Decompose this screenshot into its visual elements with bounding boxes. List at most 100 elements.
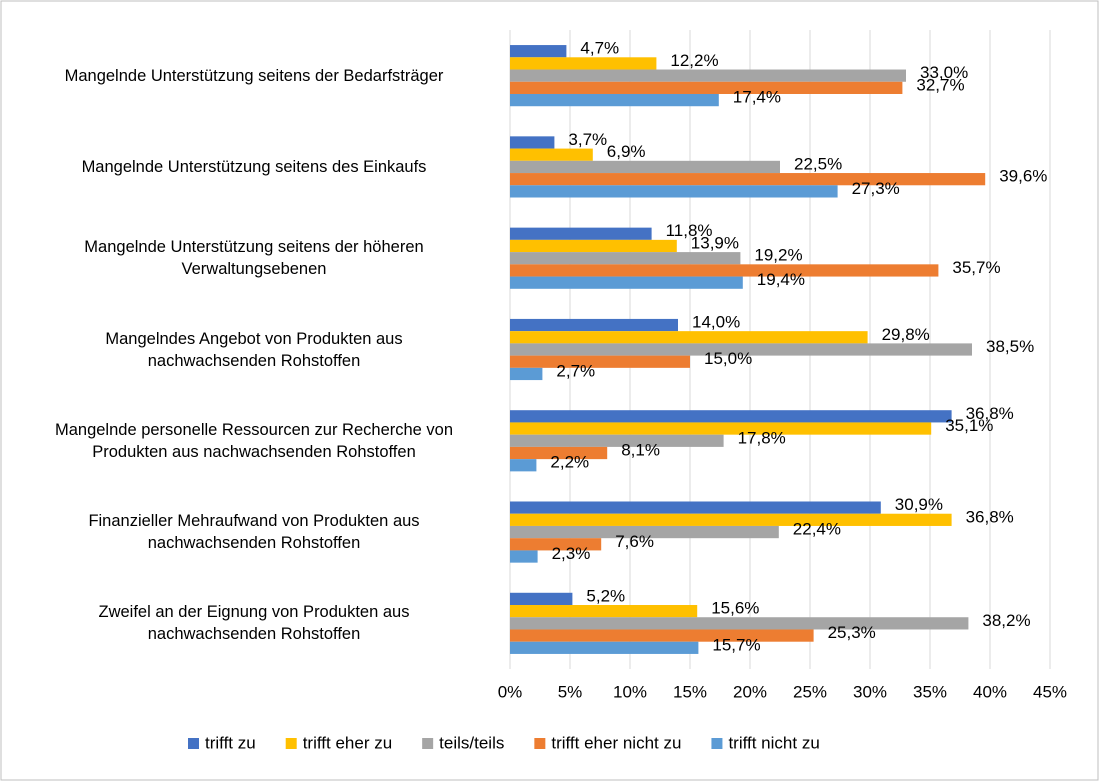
data-label: 39,6%	[999, 167, 1047, 186]
data-label: 17,4%	[733, 88, 781, 107]
data-label: 15,7%	[712, 635, 760, 654]
data-label: 3,7%	[568, 130, 607, 149]
data-label: 2,7%	[556, 361, 595, 380]
bar	[510, 318, 678, 332]
bar	[510, 513, 952, 526]
bar	[510, 538, 602, 551]
bar	[510, 45, 567, 58]
data-label: 19,2%	[754, 246, 802, 265]
data-label: 19,4%	[757, 270, 805, 289]
data-label: 5,2%	[586, 586, 625, 605]
data-label: 29,8%	[882, 325, 930, 344]
legend-label: trifft nicht zu	[728, 733, 819, 752]
data-label: 33,0%	[920, 63, 968, 82]
bar	[510, 148, 593, 161]
data-label: 22,4%	[793, 520, 841, 539]
bar	[510, 410, 952, 423]
data-label: 2,3%	[552, 544, 591, 563]
bar	[510, 343, 972, 356]
bar	[510, 136, 555, 149]
data-label: 8,1%	[621, 441, 660, 460]
bar	[510, 617, 969, 630]
data-label: 22,5%	[794, 154, 842, 173]
x-tick-label: 35%	[913, 682, 947, 701]
data-label: 7,6%	[615, 532, 654, 551]
data-label: 35,1%	[945, 416, 993, 435]
data-label: 12,2%	[670, 51, 718, 70]
bar	[510, 185, 838, 198]
x-tick-label: 25%	[793, 682, 827, 701]
bar	[510, 550, 538, 563]
data-label: 32,7%	[916, 75, 964, 94]
bar	[510, 57, 657, 70]
category-label: Mangelnde Unterstützung seitens des Eink…	[81, 157, 427, 176]
bar	[510, 525, 779, 539]
data-label: 25,3%	[828, 623, 876, 642]
data-label: 13,9%	[691, 233, 739, 252]
x-tick-label: 30%	[853, 682, 887, 701]
bar	[510, 81, 903, 94]
bar	[510, 367, 543, 381]
x-tick-label: 20%	[733, 682, 767, 701]
bar	[510, 592, 573, 606]
category-label: Mangelndes Angebot von Produkten aus nac…	[105, 329, 403, 370]
bar	[510, 69, 906, 82]
data-label: 15,0%	[704, 349, 752, 368]
bar	[510, 264, 939, 277]
data-label: 38,2%	[982, 611, 1030, 630]
bar	[510, 173, 986, 186]
legend-swatch	[534, 738, 546, 749]
bar	[510, 252, 741, 265]
bar	[510, 629, 814, 642]
bar	[510, 276, 743, 289]
data-label: 17,8%	[738, 428, 786, 447]
data-label: 35,7%	[952, 258, 1000, 277]
legend-label: trifft eher nicht zu	[551, 733, 681, 752]
bar	[510, 355, 690, 368]
bar	[510, 160, 780, 174]
data-label: 11,8%	[666, 221, 713, 240]
x-tick-label: 40%	[973, 682, 1007, 701]
bar	[510, 93, 719, 107]
category-label: Mangelnde Unterstützung seitens der höhe…	[84, 238, 424, 279]
data-label: 36,8%	[966, 507, 1014, 526]
category-label: Zweifel an der Eignung von Produkten aus…	[98, 603, 410, 644]
data-label: 4,7%	[580, 39, 619, 58]
category-label: Mangelnde personelle Ressourcen zur Rech…	[54, 420, 454, 461]
category-label: Mangelnde Unterstützung seitens der Beda…	[64, 66, 444, 85]
x-tick-label: 5%	[558, 682, 583, 701]
legend-label: teils/teils	[439, 733, 504, 752]
data-label: 38,5%	[986, 337, 1034, 356]
bar	[510, 446, 608, 460]
bar	[510, 434, 724, 447]
data-label: 2,2%	[550, 453, 589, 472]
category-label: Finanzieller Mehraufwand von Produkten a…	[88, 512, 420, 553]
bar	[510, 227, 652, 240]
data-label: 27,3%	[852, 179, 900, 198]
bar	[510, 459, 537, 472]
bar	[510, 501, 881, 514]
bar	[510, 239, 677, 253]
bar	[510, 422, 932, 435]
legend-label: trifft eher zu	[303, 733, 392, 752]
legend-swatch	[285, 738, 297, 749]
data-label: 30,9%	[895, 495, 943, 514]
data-label: 36,8%	[966, 404, 1014, 423]
data-label: 14,0%	[692, 313, 740, 332]
data-label: 15,6%	[711, 599, 759, 618]
legend-swatch	[188, 738, 199, 749]
legend-label: trifft zu	[205, 733, 256, 752]
legend-swatch	[711, 738, 723, 749]
x-tick-label: 0%	[498, 682, 523, 701]
bar	[510, 331, 868, 344]
data-label: 6,9%	[607, 142, 646, 161]
legend-swatch	[422, 738, 434, 749]
bar	[510, 605, 698, 618]
x-tick-label: 45%	[1033, 682, 1067, 701]
x-tick-label: 10%	[613, 682, 647, 701]
bar	[510, 641, 699, 654]
x-tick-label: 15%	[673, 682, 707, 701]
